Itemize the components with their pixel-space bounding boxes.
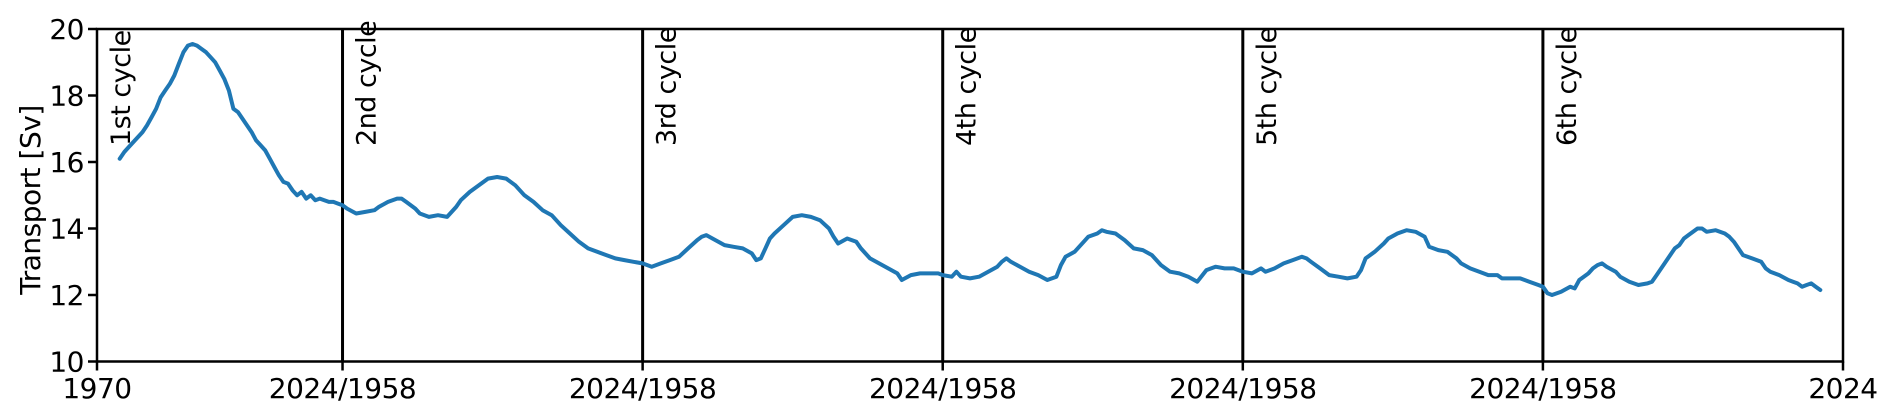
y-axis-label: Transport [Sv]	[14, 105, 47, 295]
x-tick-label-4: 2024/1958	[1169, 372, 1316, 405]
x-tick-label-5: 2024/1958	[1469, 372, 1616, 405]
plot-border	[95, 27, 1845, 363]
x-tick-label-6: 2024	[1808, 372, 1877, 405]
cycle-label-2: 2nd cycle	[352, 21, 383, 146]
cycle-boundary-lines	[341, 29, 1545, 362]
y-tick-marks	[88, 27, 97, 363]
x-tick-marks	[95, 361, 1845, 371]
cycle-label-1: 1st cycle	[106, 30, 137, 146]
x-tick-label-2: 2024/1958	[569, 372, 716, 405]
x-tick-label-1: 2024/1958	[269, 372, 416, 405]
cycle-label-6: 6th cycle	[1552, 27, 1583, 146]
cycle-label-4: 4th cycle	[952, 27, 983, 146]
y-tick-label-10: 10	[49, 346, 84, 379]
y-tick-label-20: 20	[49, 13, 84, 46]
y-tick-label-18: 18	[49, 80, 84, 113]
transport-line	[117, 42, 1823, 297]
cycle-label-5: 5th cycle	[1252, 27, 1283, 146]
y-tick-label-16: 16	[49, 146, 84, 179]
x-tick-label-0: 1970	[62, 372, 131, 405]
x-tick-label-3: 2024/1958	[869, 372, 1016, 405]
y-tick-label-14: 14	[49, 213, 84, 246]
cycle-label-3: 3rd cycle	[652, 27, 683, 146]
y-tick-label-12: 12	[49, 279, 84, 312]
